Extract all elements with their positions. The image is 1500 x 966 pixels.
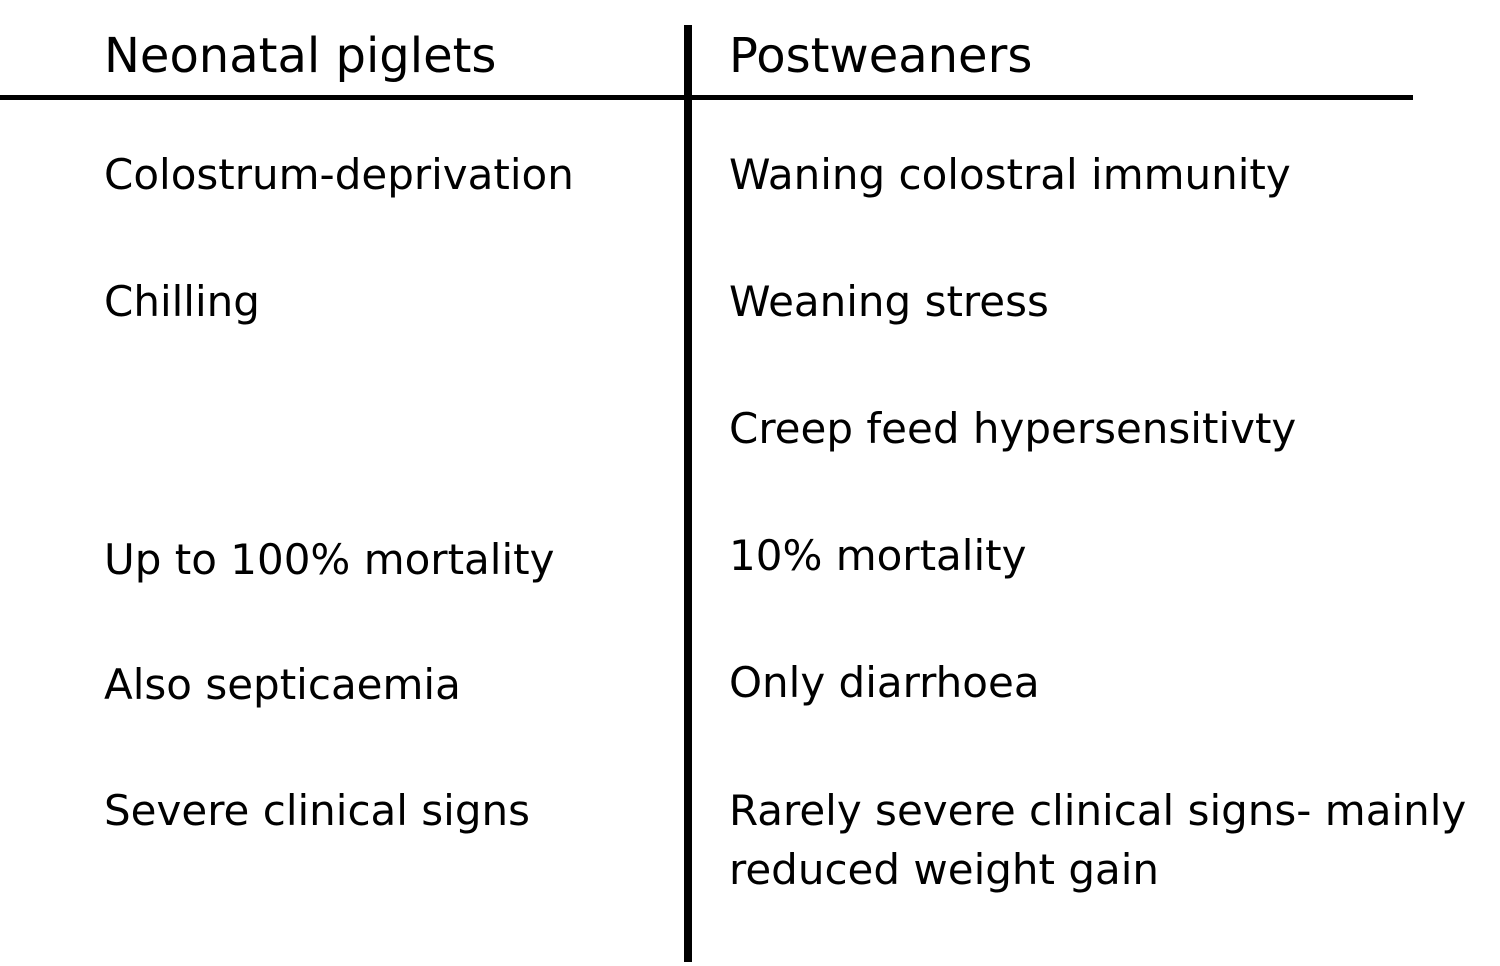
postweaner-cause-immunity: Waning colostral immunity — [729, 150, 1291, 199]
postweaner-mortality: 10% mortality — [729, 531, 1027, 580]
neonatal-cause-chilling: Chilling — [104, 277, 260, 326]
column-divider-line — [684, 25, 692, 962]
neonatal-septicaemia: Also septicaemia — [104, 660, 461, 709]
header-divider-line — [0, 95, 1413, 100]
header-neonatal-piglets: Neonatal piglets — [104, 28, 497, 84]
header-postweaners: Postweaners — [729, 28, 1033, 84]
neonatal-clinical-signs: Severe clinical signs — [104, 786, 531, 835]
neonatal-cause-colostrum: Colostrum-deprivation — [104, 150, 574, 199]
postweaner-diarrhoea: Only diarrhoea — [729, 658, 1040, 707]
neonatal-mortality: Up to 100% mortality — [104, 535, 555, 584]
postweaner-cause-creep-feed: Creep feed hypersensitivty — [729, 404, 1297, 453]
postweaner-cause-weaning-stress: Weaning stress — [729, 277, 1049, 326]
postweaner-clinical-signs-line1: Rarely severe clinical signs- mainly — [729, 786, 1467, 835]
postweaner-clinical-signs-line2: reduced weight gain — [729, 845, 1160, 894]
